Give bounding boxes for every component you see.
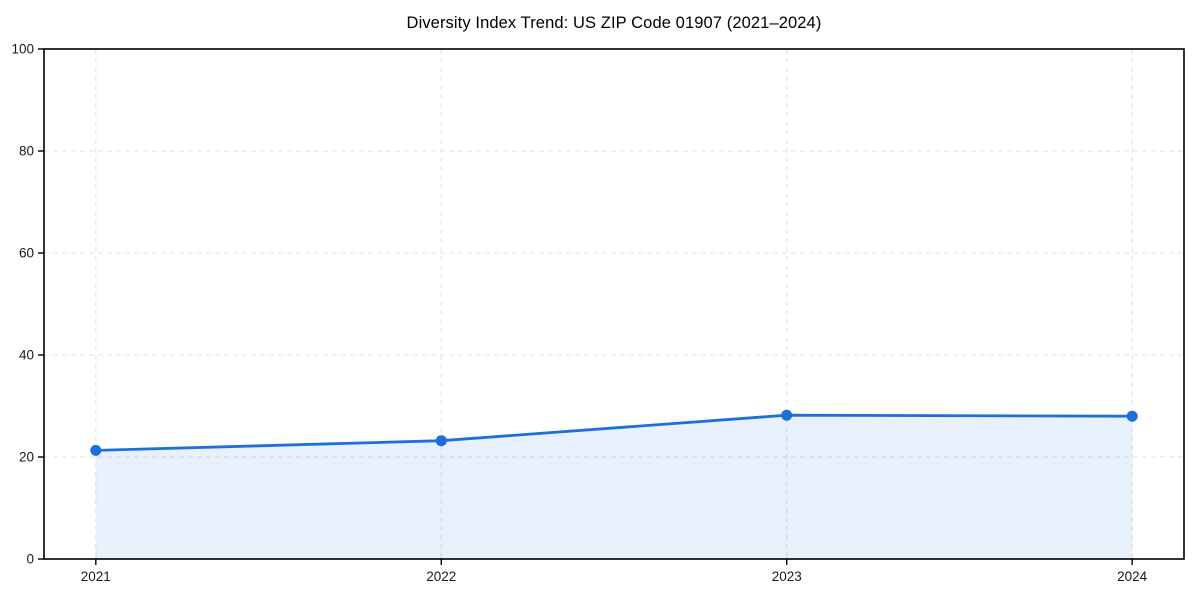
x-tick-label: 2024	[1117, 569, 1148, 584]
area-fill	[95, 415, 1133, 559]
y-tick-label: 60	[19, 246, 34, 261]
x-tick-label: 2023	[772, 569, 802, 584]
y-tick-label: 40	[19, 348, 34, 363]
trend-line	[94, 413, 1134, 452]
y-tick-label: 80	[19, 144, 34, 159]
y-tick-label: 0	[26, 552, 34, 567]
data-point-marker	[90, 444, 102, 456]
data-point-marker	[781, 409, 793, 421]
y-tick-label: 20	[19, 450, 34, 465]
y-tick-label: 100	[11, 42, 34, 57]
data-point-marker	[1126, 410, 1138, 422]
x-tick-label: 2022	[426, 569, 456, 584]
chart-title: Diversity Index Trend: US ZIP Code 01907…	[406, 14, 822, 32]
data-point-marker	[435, 435, 447, 447]
x-tick-label: 2021	[81, 569, 111, 584]
plot-border	[43, 48, 1185, 560]
